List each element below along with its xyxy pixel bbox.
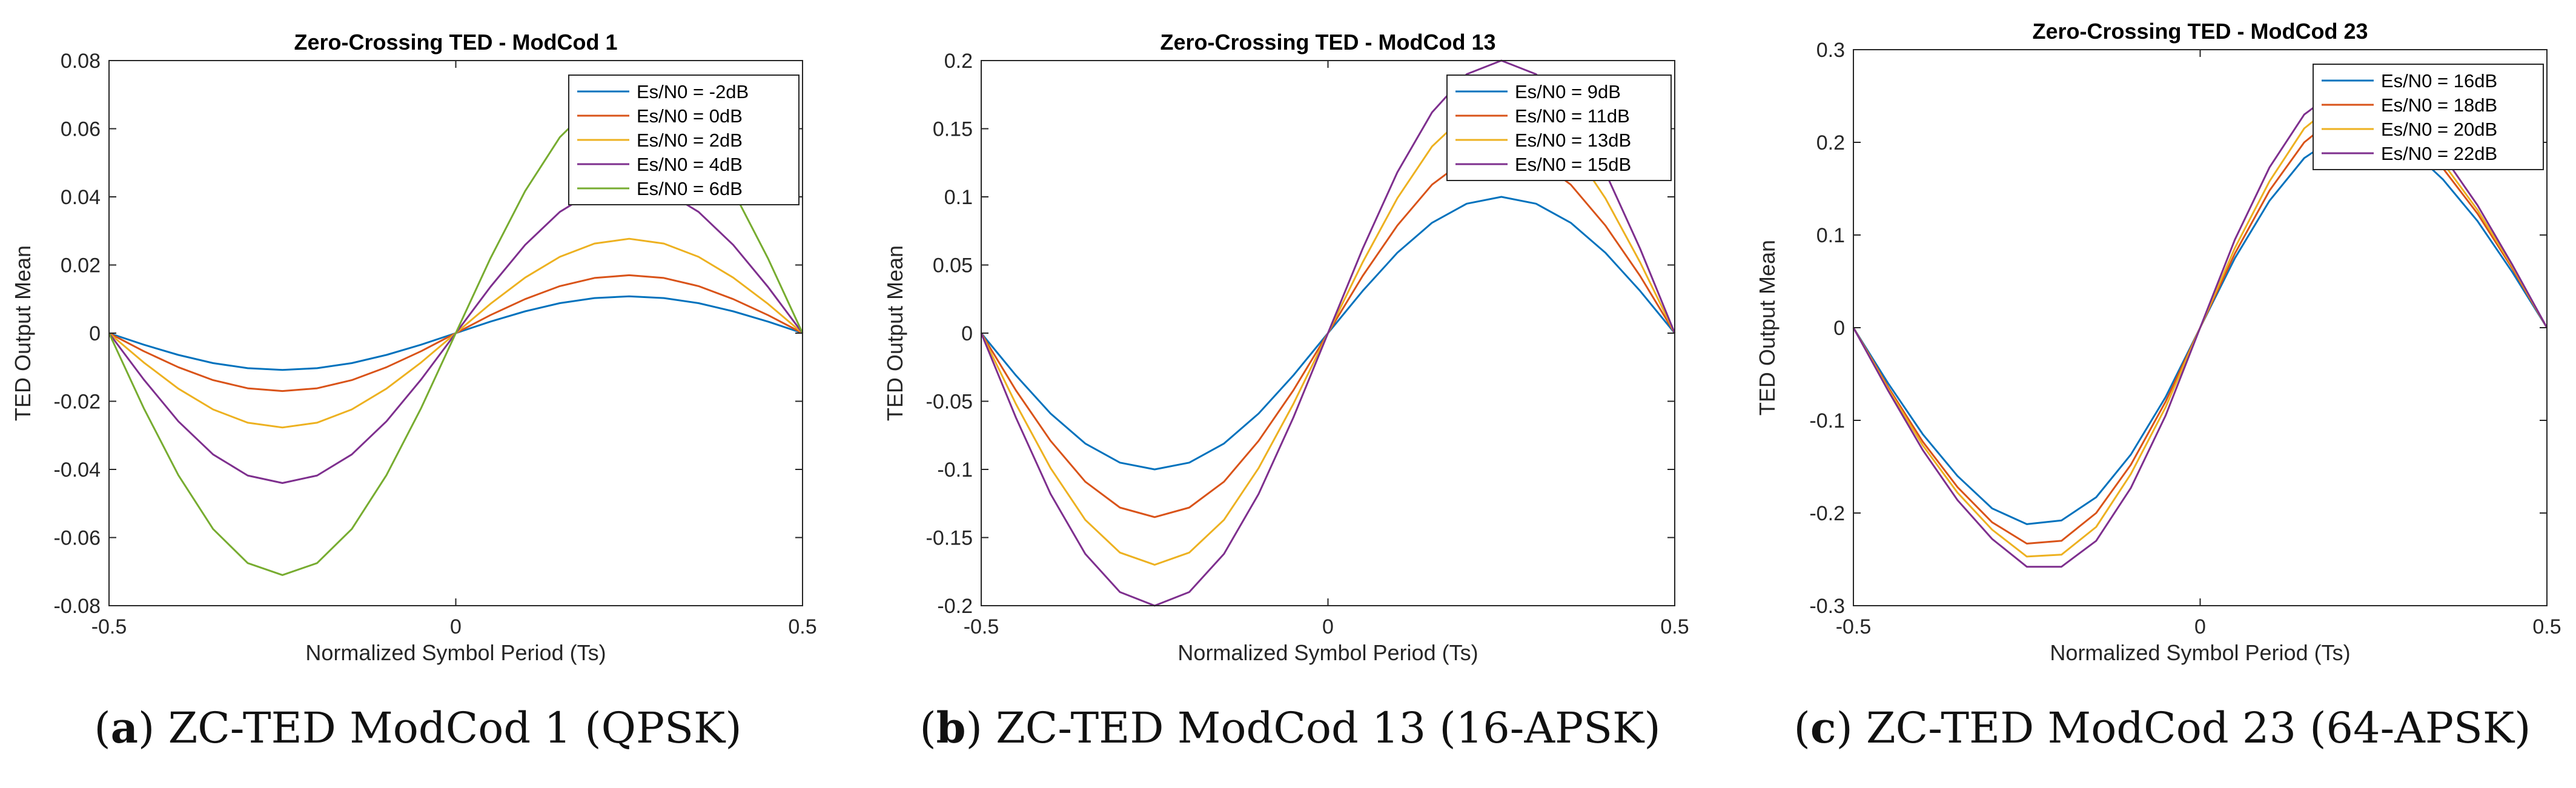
x-tick-label: 0.5	[2532, 615, 2561, 638]
x-axis-label: Normalized Symbol Period (Ts)	[305, 640, 606, 665]
caption-b-text: ZC-TED ModCod 13 (16-APSK)	[996, 703, 1661, 753]
y-tick-label: 0.3	[1816, 39, 1845, 62]
caption-c-text: ZC-TED ModCod 23 (64-APSK)	[1866, 703, 2531, 753]
x-tick-label: -0.5	[91, 615, 127, 638]
chart-title: Zero-Crossing TED - ModCod 23	[2032, 19, 2368, 44]
y-tick-label: -0.1	[1809, 409, 1845, 432]
legend-label-4: Es/N0 = 15dB	[1515, 154, 1631, 175]
chart-title: Zero-Crossing TED - ModCod 13	[1160, 30, 1495, 55]
legend-label-3: Es/N0 = 13dB	[1515, 130, 1631, 151]
y-tick-label: -0.05	[926, 391, 973, 414]
legend-box	[1446, 74, 1672, 181]
legend-label-5: Es/N0 = 6dB	[637, 178, 743, 199]
legend-label-2: Es/N0 = 0dB	[637, 105, 743, 127]
y-tick-label: 0.2	[944, 50, 973, 73]
legend-label-3: Es/N0 = 2dB	[637, 130, 743, 151]
y-axis-label: TED Output Mean	[1755, 240, 1780, 416]
chart-panel-c: -0.3 -0.2 -0.1 0 0.1 0.2 0.3 -0.5 0 0.5 Zero-Cross…	[1755, 19, 2561, 665]
legend-label-2: Es/N0 = 18dB	[2381, 94, 2497, 116]
legend-label-1: Es/N0 = -2dB	[637, 81, 749, 102]
y-tick-label: 0.1	[1816, 224, 1845, 247]
y-tick-label: 0.2	[1816, 131, 1845, 154]
y-tick-label: -0.15	[926, 527, 973, 550]
x-tick-label: 0	[2194, 615, 2206, 638]
y-tick-label: -0.06	[54, 527, 101, 550]
legend-label-3: Es/N0 = 20dB	[2381, 119, 2497, 140]
caption-a-letter: a	[110, 703, 139, 753]
y-tick-label: -0.02	[54, 391, 101, 414]
x-axis-label: Normalized Symbol Period (Ts)	[1177, 640, 1478, 665]
chart-panel-b: -0.2 -0.15 -0.1 -0.05 0 0.05 0.1 0.15 0.2 -0.5 0 0.…	[882, 30, 1689, 665]
x-axis-label: Normalized Symbol Period (Ts)	[2050, 640, 2350, 665]
y-tick-label: 0	[961, 322, 973, 345]
legend-box	[2313, 64, 2544, 170]
x-tick-label: 0	[1322, 615, 1334, 638]
y-tick-label: 0.08	[61, 50, 101, 73]
legend-label-4: Es/N0 = 22dB	[2381, 143, 2497, 164]
y-tick-label: 0.02	[61, 254, 101, 277]
caption-c-letter: c	[1810, 703, 1836, 753]
y-axis-label: TED Output Mean	[882, 245, 907, 421]
y-axis-label: TED Output Mean	[10, 245, 35, 421]
caption-b: (b) ZC-TED ModCod 13 (16-APSK)	[919, 703, 1661, 753]
legend-label-1: Es/N0 = 9dB	[1515, 81, 1621, 102]
x-tick-label: 0	[450, 615, 462, 638]
y-tick-label: -0.08	[54, 595, 101, 618]
y-tick-label: -0.2	[937, 595, 973, 618]
x-tick-label: -0.5	[1836, 615, 1872, 638]
caption-b-letter: b	[936, 703, 966, 753]
legend-label-4: Es/N0 = 4dB	[637, 154, 743, 175]
caption-a-text: ZC-TED ModCod 1 (QPSK)	[168, 703, 742, 753]
y-tick-label: -0.1	[937, 459, 973, 482]
y-tick-label: -0.04	[54, 459, 101, 482]
y-tick-label: 0	[89, 322, 101, 345]
y-tick-label: -0.2	[1809, 502, 1845, 525]
caption-c: (c) ZC-TED ModCod 23 (64-APSK)	[1793, 703, 2531, 753]
legend-label-2: Es/N0 = 11dB	[1515, 105, 1630, 127]
y-tick-label: 0.06	[61, 118, 101, 141]
chart-title: Zero-Crossing TED - ModCod 1	[294, 30, 618, 55]
y-tick-label: 0.15	[933, 118, 973, 141]
y-tick-label: 0.1	[944, 186, 973, 209]
y-tick-label: -0.3	[1809, 595, 1845, 618]
caption-a: (a) ZC-TED ModCod 1 (QPSK)	[94, 703, 742, 753]
y-tick-label: 0.04	[61, 186, 101, 209]
y-tick-label: 0.05	[933, 254, 973, 277]
legend-label-1: Es/N0 = 16dB	[2381, 70, 2497, 91]
x-tick-label: 0.5	[788, 615, 816, 638]
y-tick-label: 0	[1833, 317, 1845, 340]
x-tick-label: -0.5	[964, 615, 999, 638]
chart-panel-a: -0.08 -0.06 -0.04 -0.02 0 0.02 0.04 0.06 0.08 -0.…	[10, 30, 817, 665]
x-tick-label: 0.5	[1660, 615, 1689, 638]
